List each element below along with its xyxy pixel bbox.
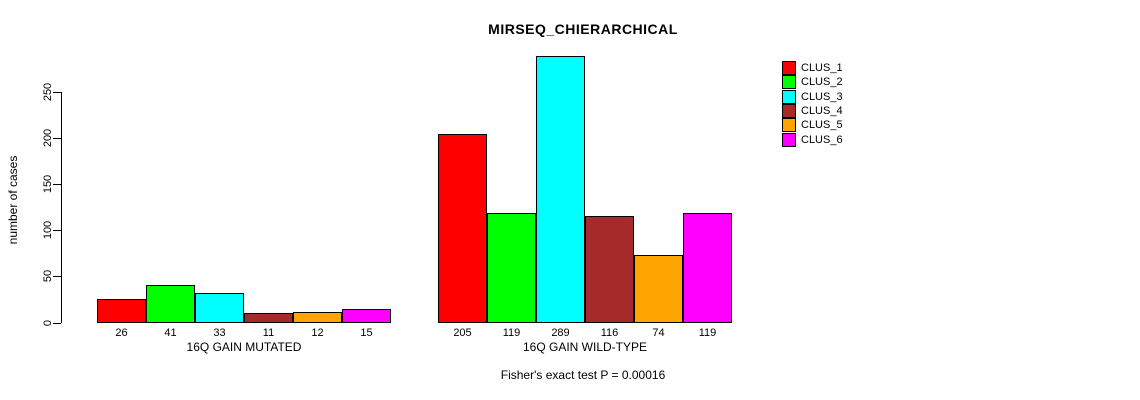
legend-label: CLUS_6: [801, 134, 843, 146]
legend-swatch: [782, 118, 796, 132]
legend-item: CLUS_3: [782, 90, 843, 104]
y-axis-tick-label: 200: [42, 128, 54, 148]
bar-value-label: 15: [360, 327, 373, 339]
legend-swatch: [782, 104, 796, 118]
legend-swatch: [782, 61, 796, 75]
bar-value-label: 116: [600, 327, 619, 339]
bar-value-label: 41: [164, 327, 177, 339]
bar-value-label: 119: [698, 327, 717, 339]
bar-clus_2-mutated: [146, 284, 195, 323]
legend-item: CLUS_2: [782, 75, 843, 89]
bar-clus_2-wildtype: [487, 212, 536, 323]
bar-clus_6-mutated: [342, 308, 391, 323]
bar-clus_1-wildtype: [438, 133, 487, 323]
bar-clus_1-mutated: [97, 298, 146, 323]
y-axis-tick-label: 0: [42, 319, 54, 326]
bar-clus_3-mutated: [195, 292, 244, 323]
bar-value-label: 289: [551, 327, 570, 339]
legend-label: CLUS_2: [801, 76, 843, 88]
y-axis-tick: [53, 91, 61, 93]
bar-value-label: 205: [453, 327, 472, 339]
group-label: 16Q GAIN MUTATED: [186, 340, 302, 354]
y-axis-tick-label: 250: [42, 82, 54, 102]
legend-item: CLUS_6: [782, 133, 843, 147]
legend-item: CLUS_4: [782, 104, 843, 118]
legend-item: CLUS_5: [782, 118, 843, 132]
bar-clus_3-wildtype: [536, 55, 585, 323]
bar-clus_6-wildtype: [683, 212, 732, 323]
y-axis-title: number of cases: [6, 155, 20, 245]
legend-swatch: [782, 75, 796, 89]
y-axis-tick: [53, 184, 61, 186]
y-axis-tick-label: 100: [42, 221, 54, 240]
legend-swatch: [782, 90, 796, 104]
legend-label: CLUS_1: [801, 62, 843, 74]
y-axis-tick: [53, 138, 61, 140]
bar-value-label: 26: [115, 327, 128, 339]
legend-label: CLUS_3: [801, 91, 843, 103]
bar-value-label: 74: [652, 327, 665, 339]
y-axis-tick: [53, 322, 61, 324]
bar-value-label: 12: [311, 327, 324, 339]
bar-clus_5-mutated: [293, 311, 342, 323]
annotation-text: Fisher's exact test P = 0.00016: [500, 368, 666, 382]
legend-label: CLUS_4: [801, 105, 843, 117]
chart-title: MIRSEQ_CHIERARCHICAL: [488, 21, 678, 37]
y-axis-tick-label: 50: [42, 270, 54, 283]
bar-value-label: 11: [262, 327, 275, 339]
y-axis-line: [61, 91, 62, 324]
y-axis-tick-label: 150: [42, 174, 54, 194]
legend-swatch: [782, 133, 796, 147]
legend-item: CLUS_1: [782, 61, 843, 75]
group-label: 16Q GAIN WILD-TYPE: [522, 340, 648, 354]
bar-value-label: 119: [502, 327, 521, 339]
y-axis-tick: [53, 230, 61, 232]
y-axis-tick: [53, 276, 61, 278]
bar-clus_5-wildtype: [634, 254, 683, 323]
bar-value-label: 33: [213, 327, 226, 339]
legend-label: CLUS_5: [801, 119, 843, 131]
bar-clus_4-wildtype: [585, 215, 634, 323]
bar-clus_4-mutated: [244, 312, 293, 323]
